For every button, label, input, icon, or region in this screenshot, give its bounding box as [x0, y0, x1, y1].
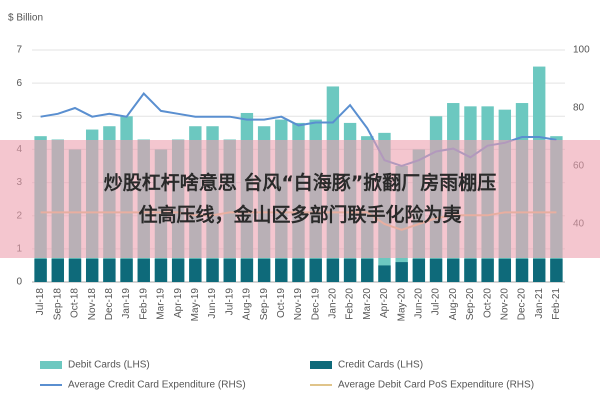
bar [85, 258, 99, 282]
legend-label: Credit Cards (LHS) [338, 360, 423, 371]
bar [498, 258, 512, 282]
y2-tick-label: 100 [573, 45, 590, 56]
x-tick-label: Jun-20 [413, 288, 424, 319]
bar [550, 258, 563, 282]
x-tick-label: Jul-19 [224, 288, 235, 316]
x-tick-label: Sep-18 [52, 288, 63, 321]
bar [343, 258, 357, 282]
bar [464, 258, 477, 282]
x-tick-label: Sep-19 [259, 288, 270, 321]
bar [137, 258, 150, 282]
x-tick-label: May-19 [190, 288, 201, 322]
bar [103, 258, 116, 282]
x-tick-label: Jan-21 [534, 288, 545, 319]
legend-label: Average Debit Card PoS Expenditure (RHS) [338, 380, 534, 391]
x-tick-label: Mar-20 [362, 288, 373, 320]
x-tick-label: Aug-19 [242, 288, 253, 321]
banner-text: 炒股杠杆啥意思 台风“白海豚”掀翻厂房雨棚压 住高压线，金山区多部门联手化险为夷 [10, 167, 590, 231]
bar [154, 258, 168, 282]
legend-swatch [310, 361, 332, 369]
banner-line: 炒股杠杆啥意思 台风“白海豚”掀翻厂房雨棚压 [103, 172, 497, 194]
x-tick-label: Oct-20 [482, 288, 493, 318]
x-tick-label: Nov-19 [293, 288, 304, 321]
x-tick-label: Jan-20 [328, 288, 339, 319]
bar [309, 258, 322, 282]
x-tick-label: May-20 [396, 288, 407, 322]
x-tick-label: Feb-21 [551, 288, 562, 320]
x-tick-label: Dec-18 [104, 288, 115, 321]
x-tick-label: Sep-20 [465, 288, 476, 321]
bar [326, 258, 340, 282]
y-tick-label: 0 [16, 277, 22, 288]
bar [206, 258, 219, 282]
bar [171, 258, 185, 282]
x-tick-label: Nov-18 [87, 288, 98, 321]
legend-label: Average Credit Card Expenditure (RHS) [68, 380, 246, 391]
x-tick-label: Oct-18 [70, 288, 81, 318]
bar [240, 258, 254, 282]
bar [275, 258, 288, 282]
bar [223, 258, 236, 282]
bar [481, 258, 494, 282]
bar [412, 258, 426, 282]
legend-swatch [40, 361, 62, 369]
x-tick-label: Nov-20 [499, 288, 510, 321]
bar [34, 258, 47, 282]
y-tick-label: 5 [16, 111, 22, 122]
bar [51, 258, 64, 282]
bar [378, 265, 391, 282]
x-tick-label: Apr-20 [379, 288, 390, 318]
x-tick-label: Jun-19 [207, 288, 218, 319]
x-tick-label: Aug-20 [448, 288, 459, 321]
x-tick-label: Dec-20 [517, 288, 528, 321]
banner-line: 住高压线，金山区多部门联手化险为夷 [138, 204, 462, 226]
y-tick-label: 7 [16, 45, 22, 56]
bar [120, 258, 133, 282]
bar [447, 258, 460, 282]
x-tick-label: Apr-19 [173, 288, 184, 318]
bar [257, 258, 271, 282]
chart-title: $ Billion [8, 13, 43, 24]
bar [429, 258, 443, 282]
bar [515, 258, 529, 282]
y-tick-label: 6 [16, 78, 22, 89]
x-tick-label: Feb-20 [345, 288, 356, 320]
x-tick-label: Oct-19 [276, 288, 287, 318]
x-tick-label: Jul-20 [431, 288, 442, 316]
bar [292, 258, 305, 282]
x-tick-label: Dec-19 [310, 288, 321, 321]
x-tick-label: Jan-19 [121, 288, 132, 319]
x-tick-label: Jul-18 [35, 288, 46, 316]
bar [361, 258, 374, 282]
x-tick-label: Mar-19 [156, 288, 167, 320]
bar [395, 262, 408, 282]
bar [189, 258, 202, 282]
legend-label: Debit Cards (LHS) [68, 360, 150, 371]
bar [533, 258, 546, 282]
bar [68, 258, 82, 282]
y2-tick-label: 80 [573, 103, 585, 114]
x-tick-label: Feb-19 [138, 288, 149, 320]
banner: 炒股杠杆啥意思 台风“白海豚”掀翻厂房雨棚压 住高压线，金山区多部门联手化险为夷 [0, 140, 600, 258]
